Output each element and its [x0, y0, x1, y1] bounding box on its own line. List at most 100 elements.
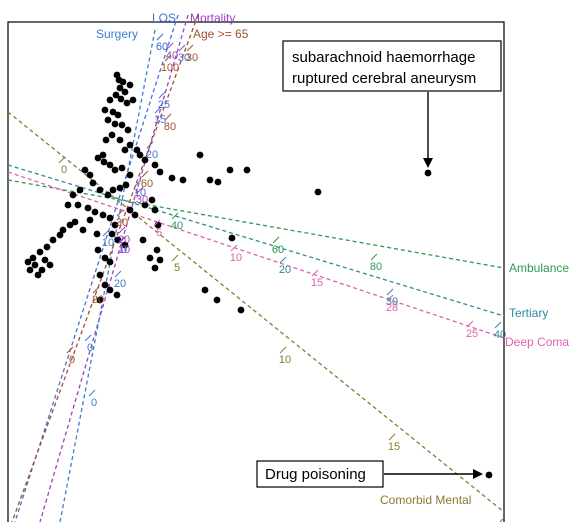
scatter-point — [111, 166, 119, 174]
scatter-point — [71, 218, 79, 226]
scatter-point — [106, 96, 114, 104]
scatter-point — [89, 179, 97, 187]
biplot-axes-layer — [7, 14, 505, 522]
scatter-point — [79, 226, 87, 234]
axis-tick-label-ambulance: 80 — [370, 261, 382, 273]
axis-tick-label-deep-coma: 28 — [386, 302, 398, 314]
scatter-point — [153, 246, 161, 254]
axis-tick-mark-deep-coma — [230, 244, 238, 252]
scatter-point — [96, 296, 104, 304]
scatter-point — [126, 81, 134, 89]
scatter-point — [151, 264, 159, 272]
axis-tick-mark-ambulance — [272, 236, 280, 244]
scatter-point — [81, 166, 89, 174]
scatter-point — [214, 178, 222, 186]
scatter-point — [102, 136, 110, 144]
scatter-point — [109, 108, 117, 116]
axis-tick-label-los: 30 — [178, 52, 190, 64]
scatter-point — [118, 164, 126, 172]
scatter-point — [56, 231, 64, 239]
scatter-point — [485, 471, 493, 479]
axis-line-mortality — [39, 14, 189, 522]
scatter-point — [116, 136, 124, 144]
scatter-point — [34, 271, 42, 279]
scatter-point — [148, 196, 156, 204]
axis-tick-label-comorbid-mental: 0 — [61, 164, 67, 176]
axis-tick-mark-age-65 — [92, 286, 100, 294]
scatter-point — [226, 166, 234, 174]
axis-tick-mark-ambulance — [370, 253, 378, 261]
scatter-point — [141, 156, 149, 164]
scatter-point — [93, 230, 101, 238]
axis-tick-label-surgery: 20 — [114, 278, 126, 290]
scatter-point — [29, 254, 37, 262]
scatter-point — [43, 243, 51, 251]
axis-tick-label-los: 10 — [134, 187, 146, 199]
scatter-point — [126, 141, 134, 149]
scatter-point — [116, 184, 124, 192]
axis-tick-label-surgery: 0 — [91, 397, 97, 409]
axis-tick-label-mortality: 30 — [136, 194, 148, 206]
scatter-point — [49, 236, 57, 244]
scatter-point — [126, 171, 134, 179]
scatter-point — [151, 206, 159, 214]
axis-line-age-65 — [11, 14, 199, 522]
axis-tick-label-deep-coma: 15 — [311, 277, 323, 289]
axis-line-deep-coma — [7, 171, 505, 339]
axis-tick-mark-los — [178, 44, 186, 52]
axis-tick-mark-surgery — [88, 389, 96, 397]
scatter-point — [101, 254, 109, 262]
axis-tick-mark-tertiary — [279, 256, 287, 264]
scatter-point — [113, 291, 121, 299]
axis-name-los: LOS — [152, 11, 176, 25]
scatter-point — [84, 204, 92, 212]
axis-tick-mark-surgery — [102, 229, 110, 237]
annotation-sah-box — [282, 40, 502, 92]
scatter-point — [206, 176, 214, 184]
scatter-point — [101, 281, 109, 289]
axis-line-comorbid-mental — [7, 111, 505, 513]
scatter-point — [112, 91, 120, 99]
axis-tick-mark-tertiary — [494, 321, 502, 329]
axis-tick-label-age-65: 0 — [69, 354, 75, 366]
scatter-point — [100, 158, 108, 166]
axis-tick-mark-deep-coma — [311, 269, 319, 277]
scatter-point — [111, 221, 119, 229]
scatter-point — [86, 216, 94, 224]
scatter-point — [108, 131, 116, 139]
scatter-point — [179, 176, 187, 184]
scatter-point — [104, 191, 112, 199]
scatter-point — [64, 201, 72, 209]
annotation-sah-arrowhead — [423, 158, 433, 168]
axis-labels-layer: LOS6030251520100Mortality40302010Surgery… — [58, 11, 569, 522]
axis-tick-mark-los — [158, 91, 166, 99]
scatter-point — [101, 106, 109, 114]
scatter-point — [237, 306, 245, 314]
scatter-point — [118, 121, 126, 129]
scatter-point — [36, 248, 44, 256]
scatter-point — [94, 246, 102, 254]
axis-tick-mark-comorbid-mental — [171, 254, 179, 262]
axis-tick-mark-age-65 — [164, 54, 172, 62]
scatter-point — [38, 266, 46, 274]
scatter-point — [156, 256, 164, 264]
axis-name-mortality: Mortality — [190, 11, 235, 25]
axis-tick-mark-los — [134, 179, 142, 187]
scatter-point — [119, 78, 127, 86]
axis-tick-label-mortality: 40 — [166, 50, 178, 62]
scatter-point — [24, 258, 32, 266]
annotation-drug-arrowhead — [473, 469, 483, 479]
axis-tick-label-comorbid-mental: 15 — [388, 441, 400, 453]
scatter-point — [106, 161, 114, 169]
axis-tick-mark-deep-coma — [466, 320, 474, 328]
annotation-sah-line1: subarachnoid haemorrhage — [292, 49, 475, 66]
axis-name-deep-coma: Deep Coma — [505, 335, 569, 349]
axis-name-comorbid-mental: Comorbid Mental — [380, 493, 471, 507]
axis-tick-mark-comorbid-mental — [279, 346, 287, 354]
scatter-point — [121, 146, 129, 154]
axis-line-surgery — [59, 29, 156, 522]
axis-tick-mark-mortality — [136, 186, 144, 194]
scatter-point — [106, 286, 114, 294]
scatter-point — [139, 236, 147, 244]
axis-name-tertiary: Tertiary — [509, 306, 548, 320]
